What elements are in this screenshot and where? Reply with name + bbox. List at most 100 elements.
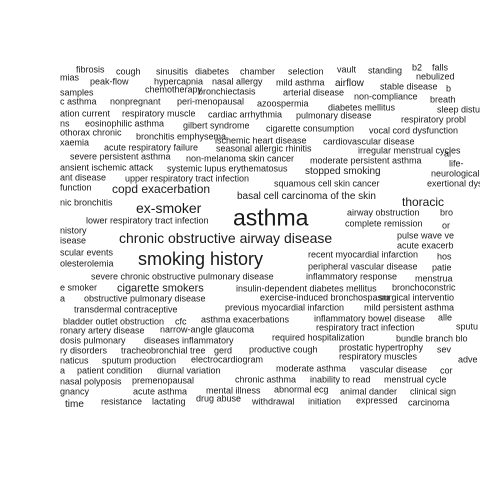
cloud-word-life: life- — [449, 158, 464, 169]
cloud-word-tracheobronchial-tree: tracheobronchial tree — [121, 345, 206, 356]
cloud-word-ischemic-heart-disease: ischemic heart disease — [215, 135, 307, 146]
cloud-word-ry-disorders: ry disorders — [60, 345, 108, 356]
cloud-word-chemotherapy: chemotherapy — [145, 84, 203, 95]
cloud-word-electrocardiogram: electrocardiogram — [191, 354, 264, 365]
cloud-word-peri-menopausal: peri-menopausal — [177, 96, 245, 107]
cloud-word-exertional-dys: exertional dys — [427, 178, 480, 189]
cloud-word-alle: alle — [438, 312, 453, 323]
cloud-word-asthma-exacerbations: asthma exacerbations — [201, 314, 290, 325]
cloud-word-patient-condition: patient condition — [77, 365, 143, 376]
cloud-word-clinical-sign: clinical sign — [410, 386, 457, 397]
cloud-word-productive-cough: productive cough — [249, 344, 318, 355]
cloud-word-surgical-interventio: surgical interventio — [379, 292, 455, 303]
cloud-word-ns: ns — [60, 118, 70, 129]
cloud-word-diseases-inflammatory: diseases inflammatory — [144, 335, 234, 346]
cloud-word-resistance: resistance — [101, 396, 143, 407]
cloud-word-cigarette-consumption: cigarette consumption — [266, 123, 355, 134]
cloud-word-standing: standing — [368, 65, 403, 76]
cloud-word-hypercapnia: hypercapnia — [154, 76, 204, 87]
cloud-word-severe-chronic-obstructive-pulmonary-disease: severe chronic obstructive pulmonary dis… — [91, 271, 274, 282]
cloud-word-neurological: neurological — [431, 168, 480, 179]
cloud-word-ex-smoker: ex-smoker — [136, 200, 202, 216]
cloud-word-exercise-induced-bronchospasm: exercise-induced bronchospasm — [260, 292, 390, 303]
cloud-word-bundle-branch-blo: bundle branch blo — [396, 333, 468, 344]
cloud-word-cigarette-smokers: cigarette smokers — [117, 282, 204, 295]
cloud-word-animal-dander: animal dander — [340, 386, 398, 397]
cloud-word-respiratory-probl: respiratory probl — [401, 114, 467, 125]
cloud-word-nasal-polyposis: nasal polyposis — [60, 376, 122, 387]
cloud-word-othorax-chronic: othorax chronic — [60, 127, 122, 138]
cloud-word-cardiovascular-disease: cardiovascular disease — [323, 136, 415, 147]
cloud-word-pulse-wave-ve: pulse wave ve — [397, 230, 455, 241]
cloud-word-xaemia: xaemia — [60, 137, 90, 148]
cloud-word-gilbert-syndrome: gilbert syndrome — [183, 120, 250, 131]
cloud-word-sev: sev — [437, 344, 452, 355]
cloud-word-seasonal-allergic-rhinitis: seasonal allergic rhinitis — [216, 143, 312, 154]
cloud-word-severe-persistent-asthma: severe persistent asthma — [70, 151, 171, 162]
cloud-word-obstructive-pulmonary-disease: obstructive pulmonary disease — [84, 293, 206, 304]
cloud-word-inflammatory-response: inflammatory response — [306, 271, 398, 282]
cloud-word-falls: falls — [432, 62, 449, 73]
cloud-word-respiratory-tract-infection: respiratory tract infection — [316, 322, 415, 333]
cloud-word-bladder-outlet-obstruction: bladder outlet obstruction — [63, 316, 165, 327]
cloud-word-or: or — [442, 220, 451, 231]
cloud-word-isease: isease — [60, 235, 87, 246]
cloud-word-ronary-artery-disease: ronary artery disease — [60, 325, 145, 336]
cloud-word-b: b — [446, 83, 452, 94]
cloud-word-mild-asthma: mild asthma — [276, 77, 325, 88]
cloud-word-abnormal-ecg: abnormal ecg — [274, 384, 329, 395]
cloud-word-scular-events: scular events — [60, 247, 114, 258]
cloud-word-dosis-pulmonary: dosis pulmonary — [60, 335, 126, 346]
cloud-word-initiation: initiation — [308, 396, 342, 407]
cloud-word-mental-illness: mental illness — [206, 385, 261, 396]
cloud-word-sinusitis: sinusitis — [156, 66, 189, 77]
cloud-word-previous-myocardial-infarction: previous myocardial infarction — [225, 302, 345, 313]
cloud-word-peak-flow: peak-flow — [90, 76, 129, 87]
cloud-word-selection: selection — [288, 66, 324, 77]
cloud-word-nic-bronchitis: nic bronchitis — [60, 197, 113, 208]
cloud-word-narrow-angle-glaucoma: narrow-angle glaucoma — [160, 324, 255, 335]
cloud-word-premenopausal: premenopausal — [132, 375, 195, 386]
cloud-word-carcinoma: carcinoma — [408, 397, 450, 408]
cloud-word-cor: cor — [440, 365, 453, 376]
cloud-word-inability-to-read: inability to read — [310, 374, 371, 385]
cloud-word-sputu: sputu — [456, 321, 479, 332]
cloud-word-function: function — [60, 182, 92, 193]
cloud-word-thoracic: thoracic — [402, 195, 445, 209]
cloud-word-expressed: expressed — [356, 395, 398, 406]
cloud-word-nebulized: nebulized — [416, 71, 455, 82]
cloud-word-acute-exacerb: acute exacerb — [397, 240, 454, 251]
cloud-word-e-smoker: e smoker — [60, 282, 98, 293]
cloud-word-bronchiectasis: bronchiectasis — [198, 86, 256, 97]
cloud-word-chamber: chamber — [240, 66, 276, 77]
cloud-word-moderate-asthma: moderate asthma — [276, 363, 347, 374]
cloud-word-menstrual-cycle: menstrual cycle — [384, 374, 447, 385]
cloud-word-asthma: asthma — [233, 204, 309, 231]
cloud-word-breath: breath — [430, 94, 456, 105]
cloud-word-vascular-disease: vascular disease — [360, 364, 428, 375]
cloud-word-stopped-smoking: stopped smoking — [305, 166, 381, 177]
cloud-word-sputum-production: sputum production — [102, 355, 177, 366]
cloud-word-airway-obstruction: airway obstruction — [347, 207, 420, 218]
cloud-word-acute-asthma: acute asthma — [133, 386, 188, 397]
cloud-word-vault: vault — [337, 64, 357, 75]
cloud-word-time: time — [65, 399, 84, 410]
cloud-word-airflow: airflow — [335, 78, 364, 89]
cloud-word-azoospermia: azoospermia — [257, 98, 309, 109]
cloud-word-diabetes: diabetes — [195, 66, 230, 77]
cloud-word-irregular-menstrual-cycles: irregular menstrual cycles — [358, 145, 461, 156]
cloud-word-lactating: lactating — [152, 396, 186, 407]
cloud-word-respiratory-muscles: respiratory muscles — [339, 351, 418, 362]
cloud-word-gerd: gerd — [214, 345, 233, 356]
cloud-word-nasal-allergy: nasal allergy — [212, 76, 263, 87]
cloud-word-basal-cell-carcinoma-of-the-skin: basal cell carcinoma of the skin — [237, 191, 376, 202]
cloud-word-al: al — [444, 148, 452, 159]
cloud-word-bro: bro — [440, 207, 454, 218]
cloud-word-mild-persistent-asthma: mild persistent asthma — [364, 302, 455, 313]
cloud-word-a: a — [60, 365, 66, 376]
cloud-word-non-compliance: non-compliance — [354, 91, 418, 102]
cloud-word-sleep-distu: sleep distu — [437, 104, 480, 115]
cloud-word-upper-respiratory-tract-infection: upper respiratory tract infection — [125, 173, 250, 184]
cloud-word-bronchitis-emphysema: bronchitis emphysema — [136, 131, 227, 142]
